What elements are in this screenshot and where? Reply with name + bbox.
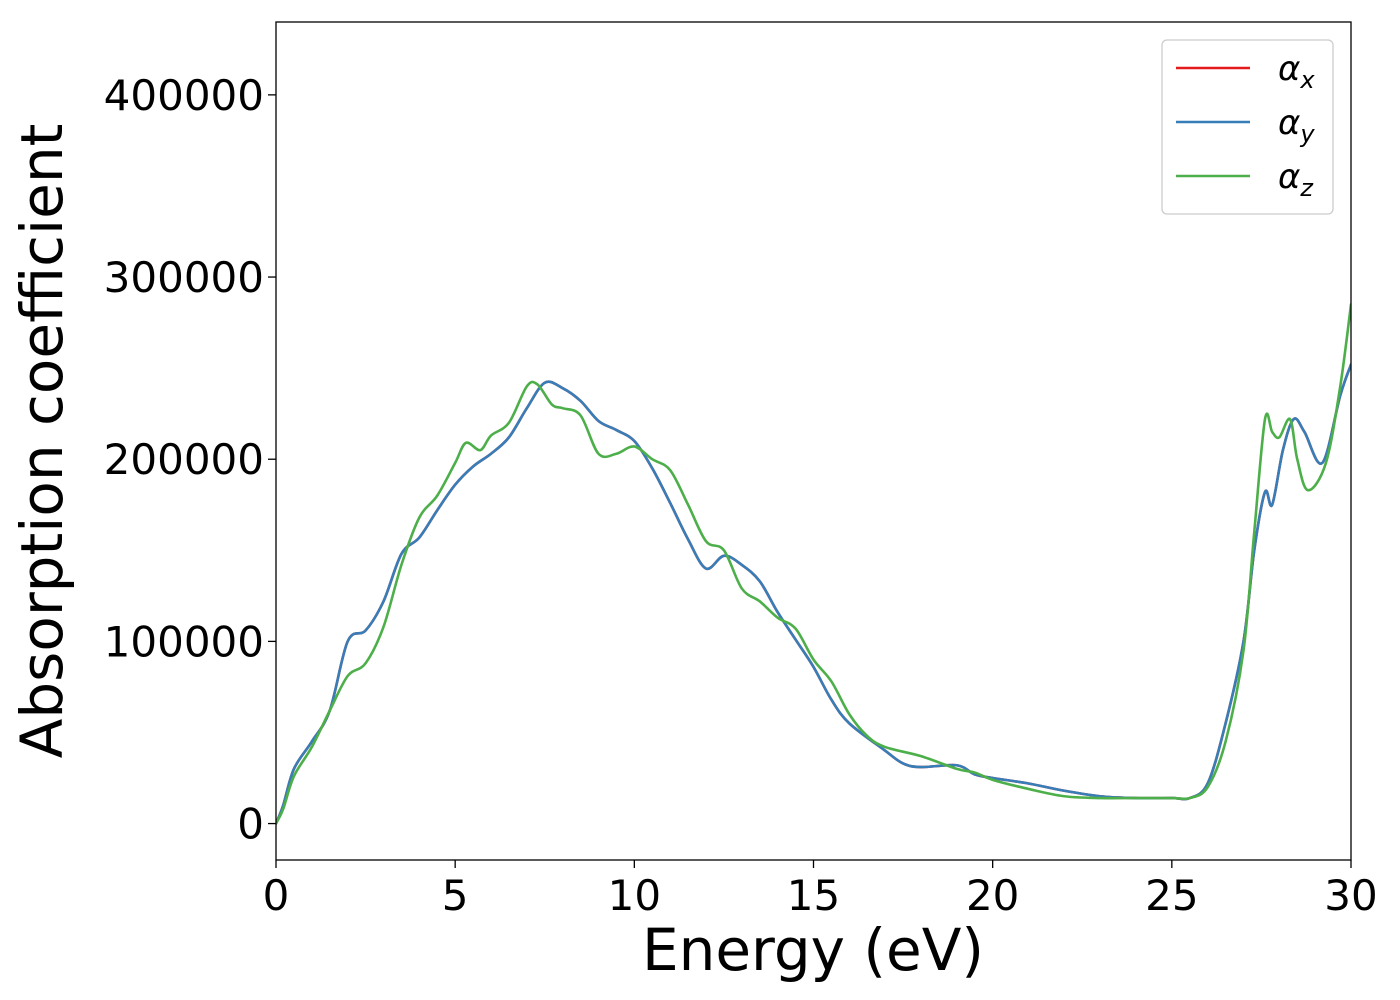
x-tick-label: 5 [442,871,469,920]
x-tick-label: 25 [1145,871,1198,920]
legend: αx αy αz [1161,39,1334,215]
x-tick-label: 30 [1324,871,1377,920]
y-axis: 0 100000 200000 300000 400000 [104,71,276,849]
legend-label-z: αz [1278,157,1314,202]
y-axis-title: Absorption coefficient [8,124,76,759]
x-axis: 0 5 10 15 20 25 30 [263,860,1378,920]
legend-box [1161,39,1334,215]
x-tick-label: 0 [263,871,290,920]
legend-items: αx αy αz [1176,49,1315,202]
x-tick-label: 15 [787,871,840,920]
x-tick-label: 10 [608,871,661,920]
legend-label-x: αx [1278,49,1315,94]
x-tick-label: 20 [966,871,1019,920]
series-line-z [276,303,1351,825]
y-tick-label: 200000 [104,435,264,484]
y-tick-label: 400000 [104,71,264,120]
y-tick-label: 0 [237,800,264,849]
x-axis-title: Energy (eV) [642,916,984,984]
series-line-y [276,363,1351,825]
y-tick-label: 100000 [104,617,264,666]
series-layer [276,303,1351,825]
legend-label-y: αy [1278,103,1315,148]
y-tick-label: 300000 [104,253,264,302]
